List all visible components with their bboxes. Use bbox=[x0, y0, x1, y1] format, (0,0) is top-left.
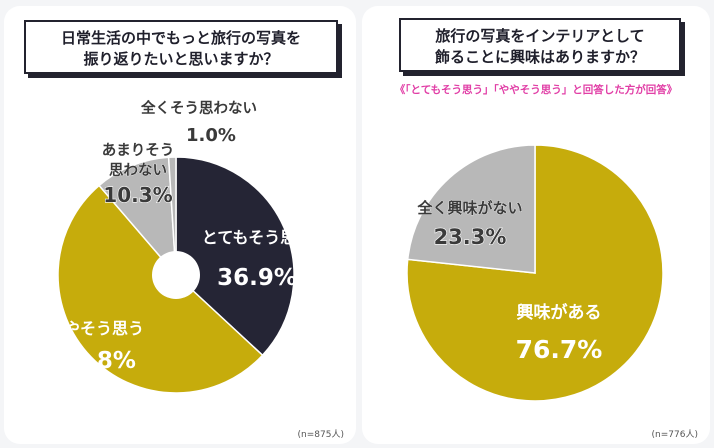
right-pie-label-1: 全く興味がない 23.3% bbox=[416, 199, 523, 250]
right-pie-slice-1 bbox=[406, 144, 536, 274]
left-pie-slice-2 bbox=[98, 156, 177, 278]
left-pie-label-text-0-0: とてもそう思う bbox=[202, 228, 312, 247]
left-pie-value-3: 1.0% bbox=[186, 125, 236, 146]
right-chart-panel: 旅行の写真をインテリアとして 飾ることに興味はありますか？ 《「とてもそう思う」… bbox=[362, 6, 710, 444]
right-pie-label-0: 興味がある 76.7% bbox=[516, 302, 603, 364]
left-pie-label-0: とてもそう思う 36.9% bbox=[202, 228, 312, 291]
left-pie-value-2: 10.3% bbox=[103, 183, 172, 207]
left-pie-value-0: 36.9% bbox=[217, 265, 297, 291]
left-pie-value-1: 51.8% bbox=[56, 348, 136, 374]
right-pie-chart: 興味がある 76.7% 全く興味がない 23.3% bbox=[406, 144, 664, 402]
left-pie-label-text-3-0: 全くそう思わない bbox=[140, 99, 257, 117]
right-sample-size: (n=776人) bbox=[651, 430, 698, 440]
left-pie-slice-0 bbox=[175, 156, 295, 357]
left-pie-label-text-2-0: あまりそう bbox=[102, 142, 175, 159]
left-title-line1: 日常生活の中でもっと旅行の写真を bbox=[60, 29, 301, 47]
left-pie-label-text-2-1: 思わない bbox=[109, 162, 167, 179]
right-pie-value-1: 23.3% bbox=[434, 225, 507, 249]
left-sample-size: (n=875人) bbox=[297, 430, 344, 440]
right-title-line2: 飾ることに興味はありますか？ bbox=[434, 48, 645, 66]
left-pie-label-text-1-0: ややそう思う bbox=[48, 319, 144, 338]
right-title-line1: 旅行の写真をインテリアとして bbox=[435, 27, 645, 45]
left-pie-slice-3 bbox=[167, 156, 177, 276]
left-pie-label-3: 全くそう思わない 1.0% bbox=[140, 99, 258, 147]
left-pie-label-1: ややそう思う 51.8% bbox=[48, 319, 144, 374]
right-subnote: 《「とてもそう思う」「ややそう思う」と回答した方が回答》 bbox=[394, 84, 678, 96]
left-chart-panel: 日常生活の中でもっと旅行の写真を 振り返りたいと思いますか？ とてもそう思う 36… bbox=[4, 6, 356, 444]
left-pie-center-hole bbox=[152, 251, 200, 299]
right-pie-label-text-1-0: 全く興味がない bbox=[416, 199, 522, 217]
right-pie-label-text-0-0: 興味がある bbox=[517, 302, 602, 323]
left-chart-title: 日常生活の中でもっと旅行の写真を 振り返りたいと思いますか？ bbox=[24, 20, 338, 74]
left-title-line2: 振り返りたいと思いますか？ bbox=[83, 50, 279, 68]
right-chart-title: 旅行の写真をインテリアとして 飾ることに興味はありますか？ bbox=[399, 18, 681, 72]
right-pie-value-0: 76.7% bbox=[516, 335, 603, 364]
